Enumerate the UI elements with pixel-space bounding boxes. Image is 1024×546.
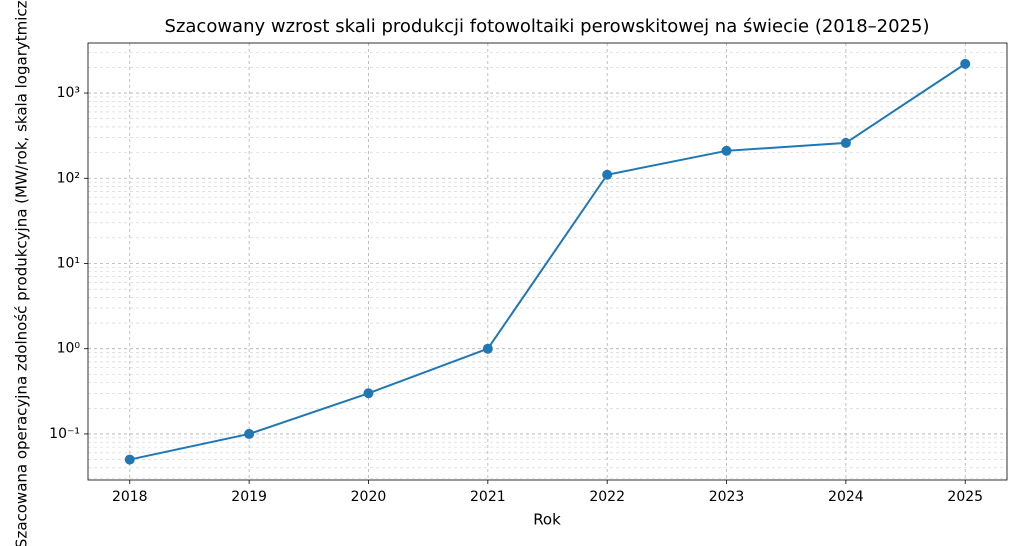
x-axis-label: Rok [533,511,561,529]
y-tick-label: 10⁰ [57,341,81,357]
plot-frame [87,42,1008,481]
x-tick-label: 2021 [470,489,506,505]
data-point [721,145,732,156]
x-tick-label: 2024 [828,489,864,505]
x-tick-label: 2023 [709,489,745,505]
x-tick-label: 2018 [112,489,148,505]
chart-title: Szacowany wzrost skali produkcji fotowol… [165,16,930,37]
x-tick-label: 2022 [589,489,625,505]
data-point [124,454,135,465]
y-tick-label: 10³ [57,85,80,101]
y-tick-label: 10⁻¹ [49,426,80,442]
x-tick-label: 2019 [231,489,267,505]
x-tick-label: 2020 [351,489,387,505]
data-point [244,428,255,439]
series-line [129,63,966,461]
data-point [363,388,374,399]
data-point [482,343,493,354]
y-axis-label: Szacowana operacyjna zdolność produkcyjn… [13,0,31,546]
data-point [840,137,851,148]
y-tick-label: 10¹ [57,255,80,271]
data-point [602,169,613,180]
y-tick-label: 10² [57,170,80,186]
x-tick-label: 2025 [947,489,983,505]
data-point [960,58,971,69]
